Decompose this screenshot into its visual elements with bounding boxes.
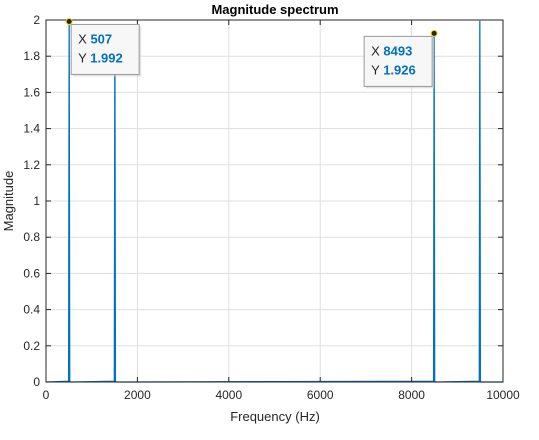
- y-tick-label: 0.6: [23, 266, 40, 280]
- x-axis-label: Frequency (Hz): [230, 409, 320, 424]
- datatip-marker: [65, 17, 73, 25]
- x-tick-label: 8000: [398, 388, 425, 402]
- y-tick-label: 1.8: [23, 49, 40, 63]
- datatip-box: [363, 35, 433, 87]
- y-tick-label: 0.2: [23, 339, 40, 353]
- datatip-y-row: Y 1.992: [78, 50, 123, 65]
- datatip[interactable]: X 8493 Y 1.926: [363, 29, 438, 89]
- y-tick-label: 1: [33, 194, 40, 208]
- y-axis-label: Magnitude: [1, 171, 16, 232]
- x-tick-label: 10000: [486, 388, 520, 402]
- y-tick-label: 0.8: [23, 230, 40, 244]
- x-tick-label: 4000: [215, 388, 242, 402]
- y-tick-label: 0.4: [23, 303, 40, 317]
- y-tick-label: 1.6: [23, 85, 40, 99]
- y-tick-label: 1.2: [23, 158, 40, 172]
- datatip-marker: [430, 29, 438, 37]
- x-tick-label: 0: [43, 388, 50, 402]
- datatip-x-row: X 507: [78, 31, 112, 46]
- datatip-y-row: Y 1.926: [371, 62, 416, 77]
- datatip[interactable]: X 507 Y 1.992: [65, 17, 142, 77]
- datatip-box: [70, 23, 140, 75]
- y-tick-label: 2: [33, 13, 40, 27]
- datatip-x-row: X 8493: [371, 43, 412, 58]
- y-tick-label: 0: [33, 375, 40, 389]
- axes-layer: 0 2000 4000 6000 8000 10000 0 0.2 0.4 0.6 0.8 1 1.2 1…: [23, 13, 520, 402]
- x-tick-label: 6000: [307, 388, 334, 402]
- chart-title: Magnitude spectrum: [211, 2, 338, 17]
- datatip-layer: X 507 Y 1.992 X 8493 Y 1.926: [65, 17, 438, 89]
- y-tick-label: 1.4: [23, 122, 40, 136]
- x-tick-label: 2000: [124, 388, 151, 402]
